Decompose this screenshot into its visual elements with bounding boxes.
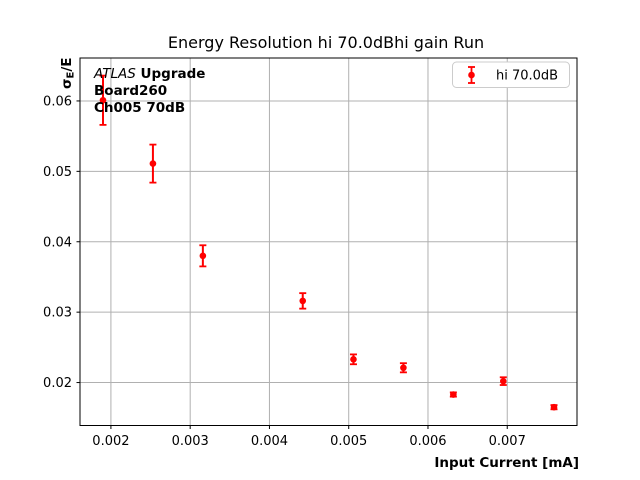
annotation-line-1: ATLAS Upgrade [93,66,205,82]
data-point [350,356,357,363]
data-point [299,297,307,305]
y-axis-label-subscript: E [66,71,77,78]
annotation-block: ATLAS Upgrade Board260 Ch005 70dB [93,66,205,116]
x-tick-label: 0.007 [489,434,526,449]
y-tick-label: 0.05 [43,165,72,180]
data-point [199,252,207,260]
legend-box [452,61,570,88]
legend-label: hi 70.0dB [496,69,558,84]
plot-area: 0.002 0.003 0.004 0.005 0.006 0.007 0.02 0.03 0.… [43,57,578,449]
annotation-atlas: ATLAS [93,66,136,82]
x-tick-label: 0.005 [330,434,367,449]
x-axis-label: Input Current [mA] [434,455,579,471]
y-tick-label: 0.06 [43,94,72,109]
y-tick-label: 0.04 [43,235,72,250]
data-point [149,160,157,167]
annotation-upgrade: Upgrade [136,66,206,82]
legend-errorbar-icon [468,66,475,84]
annotation-line-3: Ch005 70dB [94,100,185,116]
y-tick-label: 0.02 [43,376,72,391]
data-point [550,403,558,411]
data-point [450,391,457,398]
x-tick-label: 0.003 [172,434,209,449]
x-tick-label: 0.002 [92,434,129,449]
data-point [400,364,407,372]
y-axis-label: σE/E [59,57,77,89]
y-tick-label: 0.03 [43,306,72,321]
chart-title: Energy Resolution hi 70.0dBhi gain Run [168,33,484,52]
data-point [99,96,107,104]
legend: hi 70.0dB [452,61,570,88]
y-axis-label-suffix: /E [59,57,75,71]
x-tick-label: 0.006 [409,434,446,449]
data-point [499,377,507,385]
annotation-line-2: Board260 [94,83,167,99]
y-axis-label-prefix: σ [59,78,75,89]
x-tick-label: 0.004 [251,434,288,449]
